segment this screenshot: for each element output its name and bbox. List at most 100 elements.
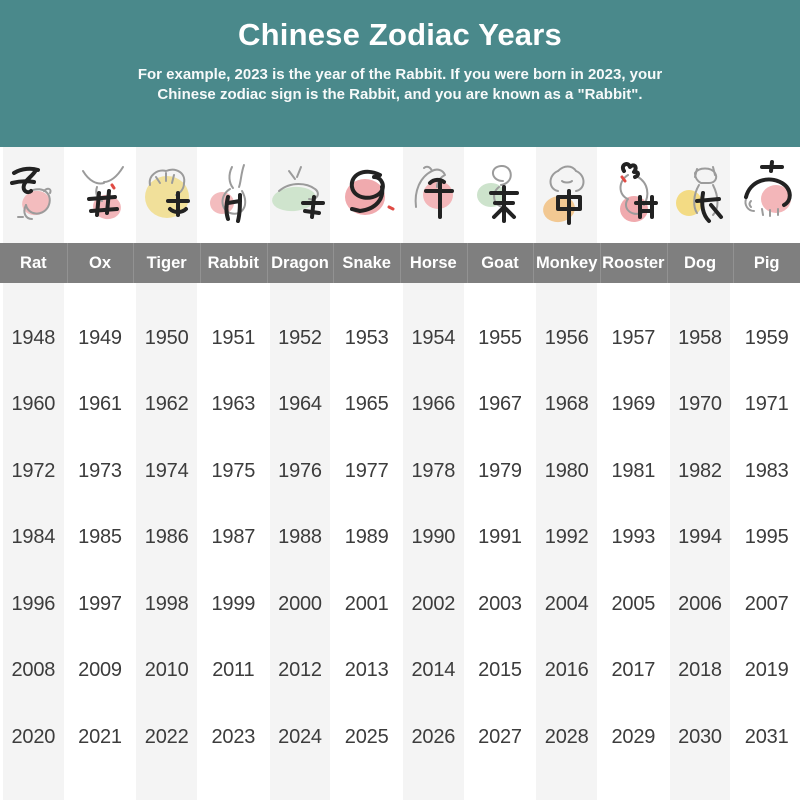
year-cell: 2007 <box>744 592 789 615</box>
year-cell: 1977 <box>344 459 389 482</box>
year-cell: 2016 <box>544 659 589 682</box>
year-cell: 1964 <box>278 393 322 416</box>
zodiac-name-label: Rabbit <box>199 243 267 283</box>
year-cell: 2008 <box>11 659 56 682</box>
year-cell: 1954 <box>411 326 456 349</box>
year-cell: 1958 <box>678 326 722 349</box>
year-cell: 1998 <box>144 592 189 615</box>
tiger-icon <box>133 147 200 243</box>
year-cell: 1967 <box>478 393 522 416</box>
zodiac-name-label: Snake <box>333 243 400 283</box>
year-cell: 1988 <box>278 526 322 549</box>
year-cell: 2024 <box>278 725 322 748</box>
year-list: 1948 1960 1972 1984 1996 2008 2020 <box>0 283 67 771</box>
year-cell: 2006 <box>678 592 722 615</box>
year-cell: 1949 <box>78 326 122 349</box>
year-cell: 1989 <box>344 526 389 549</box>
zodiac-name-label: Rat <box>0 243 67 283</box>
subtitle: For example, 2023 is the year of the Rab… <box>0 65 800 104</box>
year-cell: 2011 <box>212 659 255 682</box>
page-title: Chinese Zodiac Years <box>238 17 562 52</box>
year-list: 1957 1969 1981 1993 2005 2017 2029 <box>600 283 667 771</box>
year-cell: 1963 <box>211 393 256 416</box>
year-cell: 1986 <box>144 526 189 549</box>
year-cell: 2023 <box>211 725 256 748</box>
year-cell: 2022 <box>144 725 189 748</box>
year-cell: 1961 <box>78 393 122 416</box>
year-cell: 1952 <box>278 326 322 349</box>
year-cell: 2015 <box>478 659 522 682</box>
year-cell: 2003 <box>478 592 522 615</box>
year-list: 1959 1971 1983 1995 2007 2019 2031 <box>733 283 800 771</box>
year-list: 1951 1963 1975 1987 1999 2011 2023 <box>200 283 267 771</box>
year-cell: 2004 <box>544 592 589 615</box>
year-cell: 1965 <box>344 393 389 416</box>
year-cell: 1983 <box>744 459 789 482</box>
ox-icon <box>67 147 134 243</box>
year-cell: 2028 <box>544 725 589 748</box>
zodiac-column-rooster: Rooster 1957 1969 1981 1993 2005 2017 2029 <box>599 147 667 800</box>
zodiac-name-label: Ox <box>66 243 134 283</box>
year-cell: 1970 <box>678 393 722 416</box>
zodiac-name-label: Monkey <box>533 243 600 283</box>
year-list: 1954 1966 1978 1990 2002 2014 2026 <box>400 283 467 771</box>
year-cell: 2027 <box>478 725 522 748</box>
year-list: 1952 1964 1976 1988 2000 2012 2024 <box>267 283 334 771</box>
year-cell: 1991 <box>478 526 522 549</box>
year-cell: 1968 <box>544 393 589 416</box>
year-cell: 1990 <box>411 526 456 549</box>
dragon-icon <box>267 147 334 243</box>
zodiac-column-goat: Goat 1955 1967 1979 1991 2003 2015 2027 <box>466 147 534 800</box>
year-cell: 2019 <box>744 659 789 682</box>
year-cell: 2002 <box>411 592 456 615</box>
year-cell: 1981 <box>611 459 656 482</box>
year-cell: 1979 <box>478 459 522 482</box>
year-cell: 1985 <box>78 526 122 549</box>
year-cell: 1962 <box>144 393 189 416</box>
zodiac-column-rat: Rat 1948 1960 1972 1984 1996 2008 2020 <box>0 147 67 800</box>
year-cell: 1950 <box>144 326 189 349</box>
year-cell: 1974 <box>144 459 189 482</box>
year-cell: 1978 <box>411 459 456 482</box>
year-cell: 1992 <box>544 526 589 549</box>
subtitle-line-1: For example, 2023 is the year of the Rab… <box>137 66 663 83</box>
year-cell: 1997 <box>78 592 122 615</box>
year-cell: 1993 <box>611 526 656 549</box>
pig-icon <box>733 147 800 243</box>
year-cell: 1980 <box>544 459 589 482</box>
zodiac-column-snake: Snake 1953 1965 1977 1989 2001 2013 2025 <box>333 147 400 800</box>
zodiac-name-label: Goat <box>466 243 534 283</box>
year-list: 1953 1965 1977 1989 2001 2013 2025 <box>333 283 400 771</box>
year-cell: 1957 <box>611 326 656 349</box>
year-cell: 1951 <box>211 326 256 349</box>
dog-icon <box>667 147 734 243</box>
year-cell: 2009 <box>78 659 122 682</box>
zodiac-name-label: Horse <box>399 243 467 283</box>
year-list: 1956 1968 1980 1992 2004 2016 2028 <box>533 283 600 771</box>
zodiac-name-label: Pig <box>733 243 800 283</box>
year-cell: 1960 <box>11 393 56 416</box>
rooster-icon <box>600 147 667 243</box>
year-cell: 2020 <box>11 725 56 748</box>
year-cell: 1994 <box>678 526 722 549</box>
zodiac-column-pig: Pig 1959 1971 1983 1995 2007 2019 2031 <box>733 147 800 800</box>
zodiac-column-horse: Horse 1954 1966 1978 1990 2002 2014 2026 <box>399 147 467 800</box>
zodiac-column-tiger: Tiger 1950 1962 1974 1986 1998 2010 2022 <box>133 147 200 800</box>
year-cell: 2010 <box>144 659 189 682</box>
zodiac-column-dragon: Dragon 1952 1964 1976 1988 2000 2012 2024 <box>266 147 334 800</box>
year-list: 1950 1962 1974 1986 1998 2010 2022 <box>133 283 200 771</box>
horse-icon <box>400 147 467 243</box>
rabbit-icon <box>200 147 267 243</box>
year-list: 1958 1970 1982 1994 2006 2018 2030 <box>667 283 734 771</box>
year-cell: 2030 <box>678 725 722 748</box>
zodiac-years-table: Rat 1948 1960 1972 1984 1996 2008 2020 Ox 1949 196… <box>0 147 800 800</box>
year-cell: 1975 <box>211 459 256 482</box>
zodiac-column-ox: Ox 1949 1961 1973 1985 1997 2009 2021 <box>66 147 134 800</box>
year-cell: 1948 <box>11 326 56 349</box>
year-cell: 1956 <box>544 326 589 349</box>
year-cell: 1984 <box>11 526 56 549</box>
year-cell: 1955 <box>478 326 522 349</box>
monkey-icon <box>533 147 600 243</box>
year-cell: 2001 <box>344 592 389 615</box>
